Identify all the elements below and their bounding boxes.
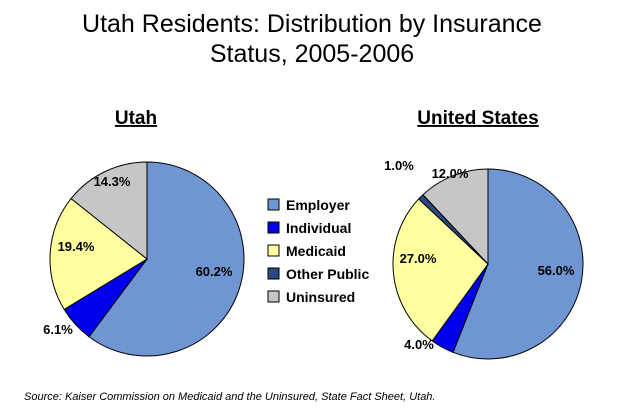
utah-slice-uninsured bbox=[70, 161, 148, 261]
legend-swatch-employer bbox=[267, 198, 280, 211]
chart-title-line-2: Status, 2005-2006 bbox=[210, 40, 414, 68]
legend-label-uninsured: Uninsured bbox=[286, 289, 355, 305]
us-pie-title: United States bbox=[417, 108, 538, 129]
us-slice-employer bbox=[452, 168, 584, 360]
us-label-uninsured: 12.0% bbox=[432, 166, 469, 181]
us-pie: 56.0% 4.0% 27.0% 1.0% 12.0% bbox=[384, 158, 584, 360]
legend-label-individual: Individual bbox=[286, 220, 351, 236]
legend-label-medicaid: Medicaid bbox=[286, 243, 346, 259]
us-label-medicaid: 27.0% bbox=[400, 251, 437, 266]
utah-slice-medicaid bbox=[49, 197, 148, 311]
us-slice-medicaid bbox=[392, 198, 489, 342]
source-note: Source: Kaiser Commission on Medicaid an… bbox=[24, 391, 436, 403]
us-label-other-public: 1.0% bbox=[384, 158, 414, 173]
legend-swatch-medicaid bbox=[267, 244, 280, 257]
us-slice-uninsured bbox=[422, 168, 489, 266]
legend-swatch-individual bbox=[267, 221, 280, 234]
legend-swatch-uninsured bbox=[267, 290, 280, 303]
legend-swatch-other-public bbox=[267, 267, 280, 280]
chart-title-line-1: Utah Residents: Distribution by Insuranc… bbox=[82, 10, 542, 38]
legend: Employer Individual Medicaid Other Public Un… bbox=[267, 197, 369, 305]
legend-label-other-public: Other Public bbox=[286, 266, 369, 282]
utah-pie: 60.2% 6.1% 19.4% 14.3% bbox=[43, 161, 245, 357]
utah-label-medicaid: 19.4% bbox=[58, 239, 95, 254]
us-label-employer: 56.0% bbox=[538, 263, 575, 278]
legend-label-employer: Employer bbox=[286, 197, 350, 213]
utah-label-employer: 60.2% bbox=[196, 264, 233, 279]
us-label-individual: 4.0% bbox=[404, 337, 434, 352]
utah-label-uninsured: 14.3% bbox=[94, 174, 131, 189]
utah-slice-employer bbox=[88, 161, 245, 357]
utah-pie-title: Utah bbox=[115, 108, 157, 129]
utah-label-individual: 6.1% bbox=[43, 322, 73, 337]
